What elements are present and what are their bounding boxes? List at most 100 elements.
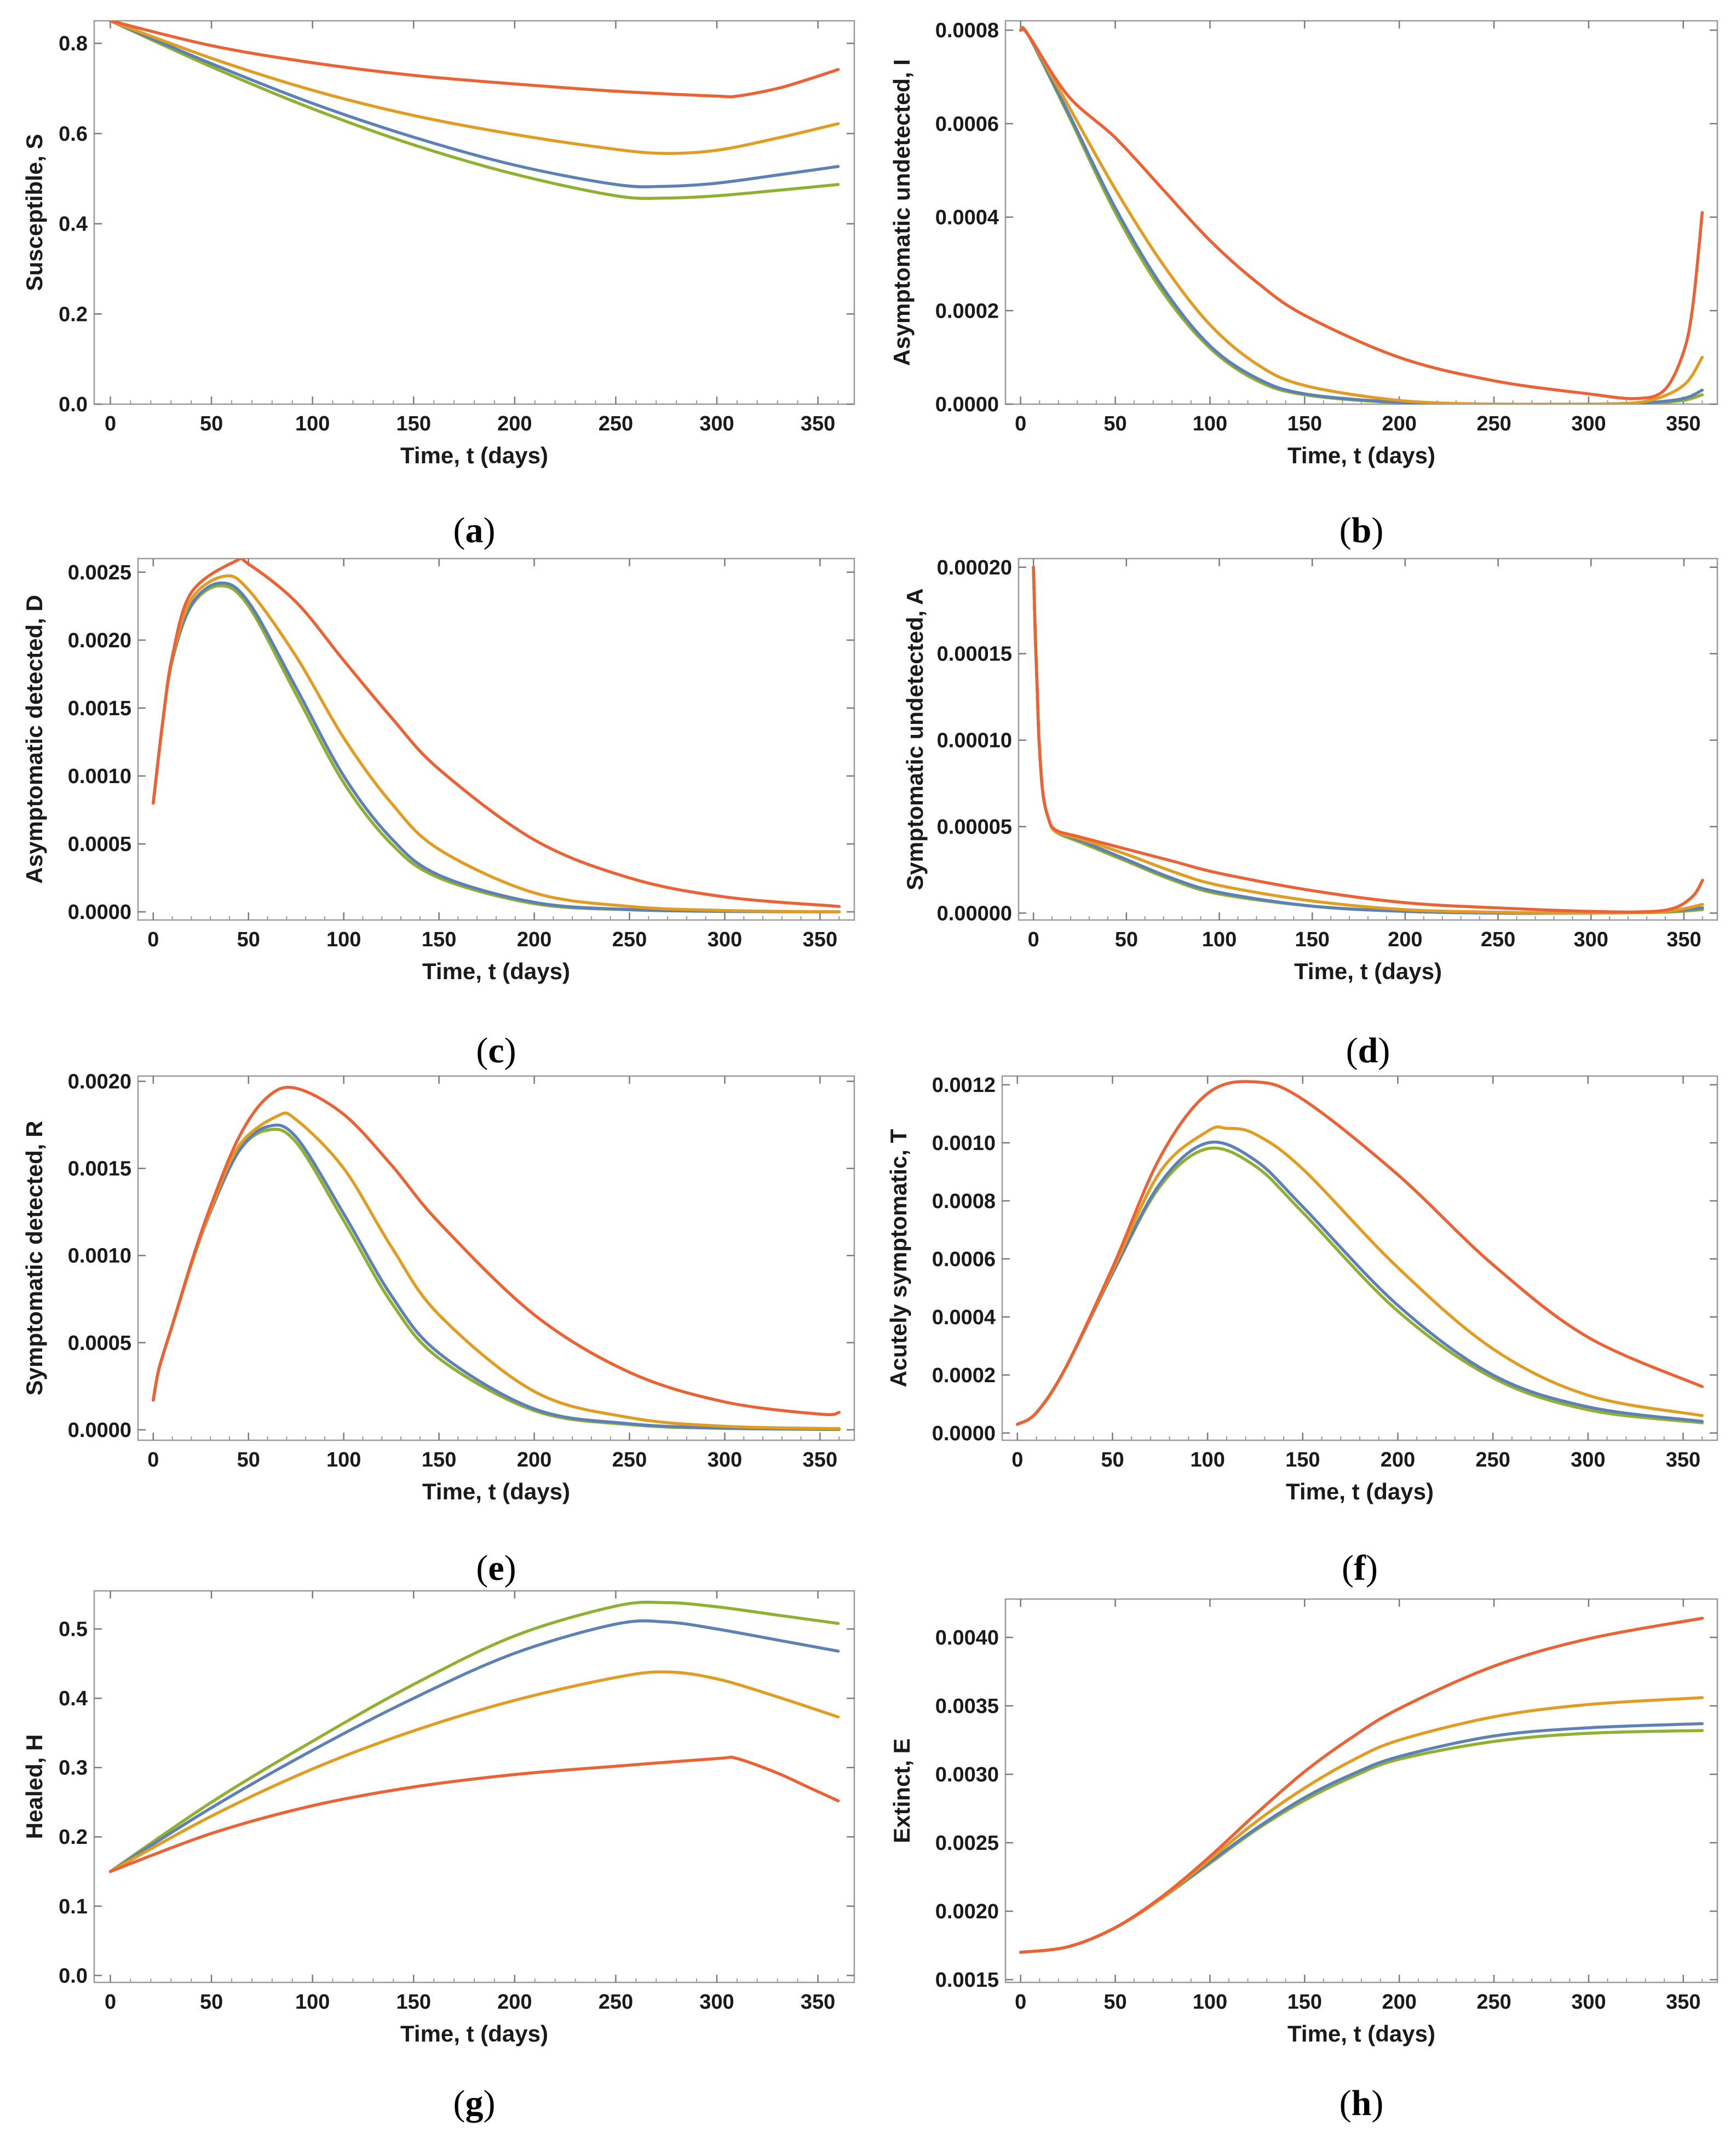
x-tick-label: 0 <box>1015 412 1026 435</box>
x-tick-label: 150 <box>422 928 456 951</box>
x-tick-label: 0 <box>105 1991 116 2014</box>
x-tick-label: 50 <box>1103 1991 1126 2014</box>
series-line-orange <box>152 1111 841 1430</box>
x-tick-label: 50 <box>237 1448 260 1471</box>
y-axis-label: Symptomatic undetected, A <box>902 588 928 890</box>
y-tick-label: 0.0010 <box>68 765 131 788</box>
y-tick-label: 0.0015 <box>68 1158 131 1181</box>
series-line-red <box>152 559 841 908</box>
x-tick-label: 0 <box>1011 1448 1023 1471</box>
x-tick-label: 50 <box>200 412 223 435</box>
x-tick-label: 350 <box>1666 1991 1700 2014</box>
panel-d: 0 50 100 150 200 250 300 350 0.00000 0.00005 0.000… <box>902 556 1718 1071</box>
x-tick-label: 300 <box>1571 412 1606 435</box>
series-line-orange <box>1019 1696 1704 1954</box>
y-tick-label: 0.00005 <box>937 815 1012 838</box>
x-tick-label: 50 <box>1115 928 1138 951</box>
x-tick-label: 150 <box>396 412 431 435</box>
x-tick-label: 250 <box>612 1448 647 1471</box>
y-tick-label: 0.0035 <box>935 1695 999 1718</box>
x-tick-label: 250 <box>1476 1991 1511 2014</box>
x-tick-label: 150 <box>1287 1991 1322 2014</box>
panel-g: 0 50 100 150 200 250 300 350 0.0 0.1 0.2 0.3 0.4 0.5 T… <box>21 1590 855 2123</box>
y-tick-label: 0.0002 <box>935 300 999 323</box>
series-line-blue <box>1016 1140 1704 1426</box>
y-tick-label: 0.0000 <box>68 901 131 924</box>
y-tick-label: 0.0000 <box>935 393 999 416</box>
y-tick-label: 0.0025 <box>935 1832 999 1855</box>
y-tick-label: 0.0006 <box>932 1248 996 1271</box>
y-tick-label: 0.00010 <box>937 729 1012 752</box>
y-tick-label: 0.0006 <box>935 113 999 136</box>
y-tick-label: 0.3 <box>59 1757 88 1780</box>
y-tick-label: 0.0004 <box>932 1306 996 1329</box>
series-line-red <box>1019 27 1704 400</box>
series-line-red <box>108 1755 840 1873</box>
panel-f: 0 50 100 150 200 250 300 350 0.0000 0.0002 0.0004 0… <box>886 1074 1718 1588</box>
x-tick-label: 0 <box>147 928 159 951</box>
x-tick-label: 50 <box>1103 412 1126 435</box>
x-tick-label: 100 <box>326 928 361 951</box>
x-axis-label: Time, t (days) <box>1294 958 1442 984</box>
y-tick-label: 0.8 <box>59 32 88 55</box>
series-line-blue <box>1019 26 1704 404</box>
x-tick-label: 100 <box>326 1448 361 1471</box>
x-tick-label: 350 <box>801 412 835 435</box>
x-tick-label: 200 <box>1382 1991 1416 2014</box>
plot-frame <box>1004 1598 1718 1983</box>
y-tick-label: 0.0000 <box>68 1419 131 1442</box>
y-tick-label: 0.0010 <box>932 1132 996 1155</box>
x-tick-label: 150 <box>396 1991 431 2014</box>
panel-caption: (b) <box>1340 510 1384 550</box>
y-tick-label: 0.0015 <box>68 697 131 720</box>
x-tick-label: 350 <box>803 1448 837 1471</box>
panel-caption: (e) <box>476 1548 516 1588</box>
x-tick-label: 200 <box>517 1448 551 1471</box>
panel-letter: f <box>1354 1548 1366 1588</box>
y-tick-label: 0.0002 <box>932 1364 996 1387</box>
x-tick-label: 150 <box>422 1448 456 1471</box>
y-tick-label: 0.0005 <box>68 833 131 856</box>
x-tick-label: 150 <box>1295 928 1329 951</box>
x-tick-label: 350 <box>803 928 837 951</box>
y-tick-label: 0.00020 <box>937 556 1012 579</box>
x-tick-label: 300 <box>1574 928 1608 951</box>
series-line-orange <box>108 21 840 155</box>
x-tick-label: 250 <box>1476 412 1511 435</box>
x-axis-label: Time, t (days) <box>1287 442 1435 468</box>
plot-frame <box>1004 20 1718 405</box>
y-tick-label: 0.0020 <box>935 1900 999 1923</box>
y-axis-label: Asymptomatic detected, D <box>21 595 47 883</box>
x-tick-label: 300 <box>708 928 742 951</box>
x-tick-label: 250 <box>1475 1448 1510 1471</box>
x-axis-label: Time, t (days) <box>1286 1479 1434 1504</box>
y-axis-label: Extinct, E <box>889 1738 915 1843</box>
x-tick-label: 150 <box>1285 1448 1320 1471</box>
x-tick-label: 350 <box>801 1991 835 2014</box>
x-tick-label: 50 <box>237 928 260 951</box>
series-line-red <box>1016 1080 1704 1426</box>
y-tick-label: 0.2 <box>59 1826 88 1849</box>
x-tick-label: 250 <box>612 928 647 951</box>
y-tick-label: 0.0020 <box>68 629 131 652</box>
y-tick-label: 0.0030 <box>935 1763 999 1786</box>
x-tick-label: 300 <box>699 412 734 435</box>
x-tick-label: 200 <box>497 412 532 435</box>
series-line-orange <box>108 1670 840 1873</box>
panel-caption: (g) <box>453 2083 496 2123</box>
panel-letter: b <box>1352 510 1372 550</box>
x-tick-label: 0 <box>147 1448 159 1471</box>
series-line-red <box>152 1085 841 1416</box>
series-line-red <box>1032 566 1704 914</box>
series-line-blue <box>152 581 841 913</box>
x-tick-label: 350 <box>1666 928 1701 951</box>
y-tick-label: 0.0000 <box>932 1422 996 1445</box>
x-tick-label: 200 <box>1388 928 1422 951</box>
x-axis-label: Time, t (days) <box>1287 2021 1435 2046</box>
y-axis-label: Healed, H <box>21 1734 47 1839</box>
plot-frame <box>1018 557 1718 921</box>
panel-caption: (h) <box>1340 2083 1384 2123</box>
x-tick-label: 0 <box>105 412 116 435</box>
series-line-blue <box>152 1123 841 1431</box>
